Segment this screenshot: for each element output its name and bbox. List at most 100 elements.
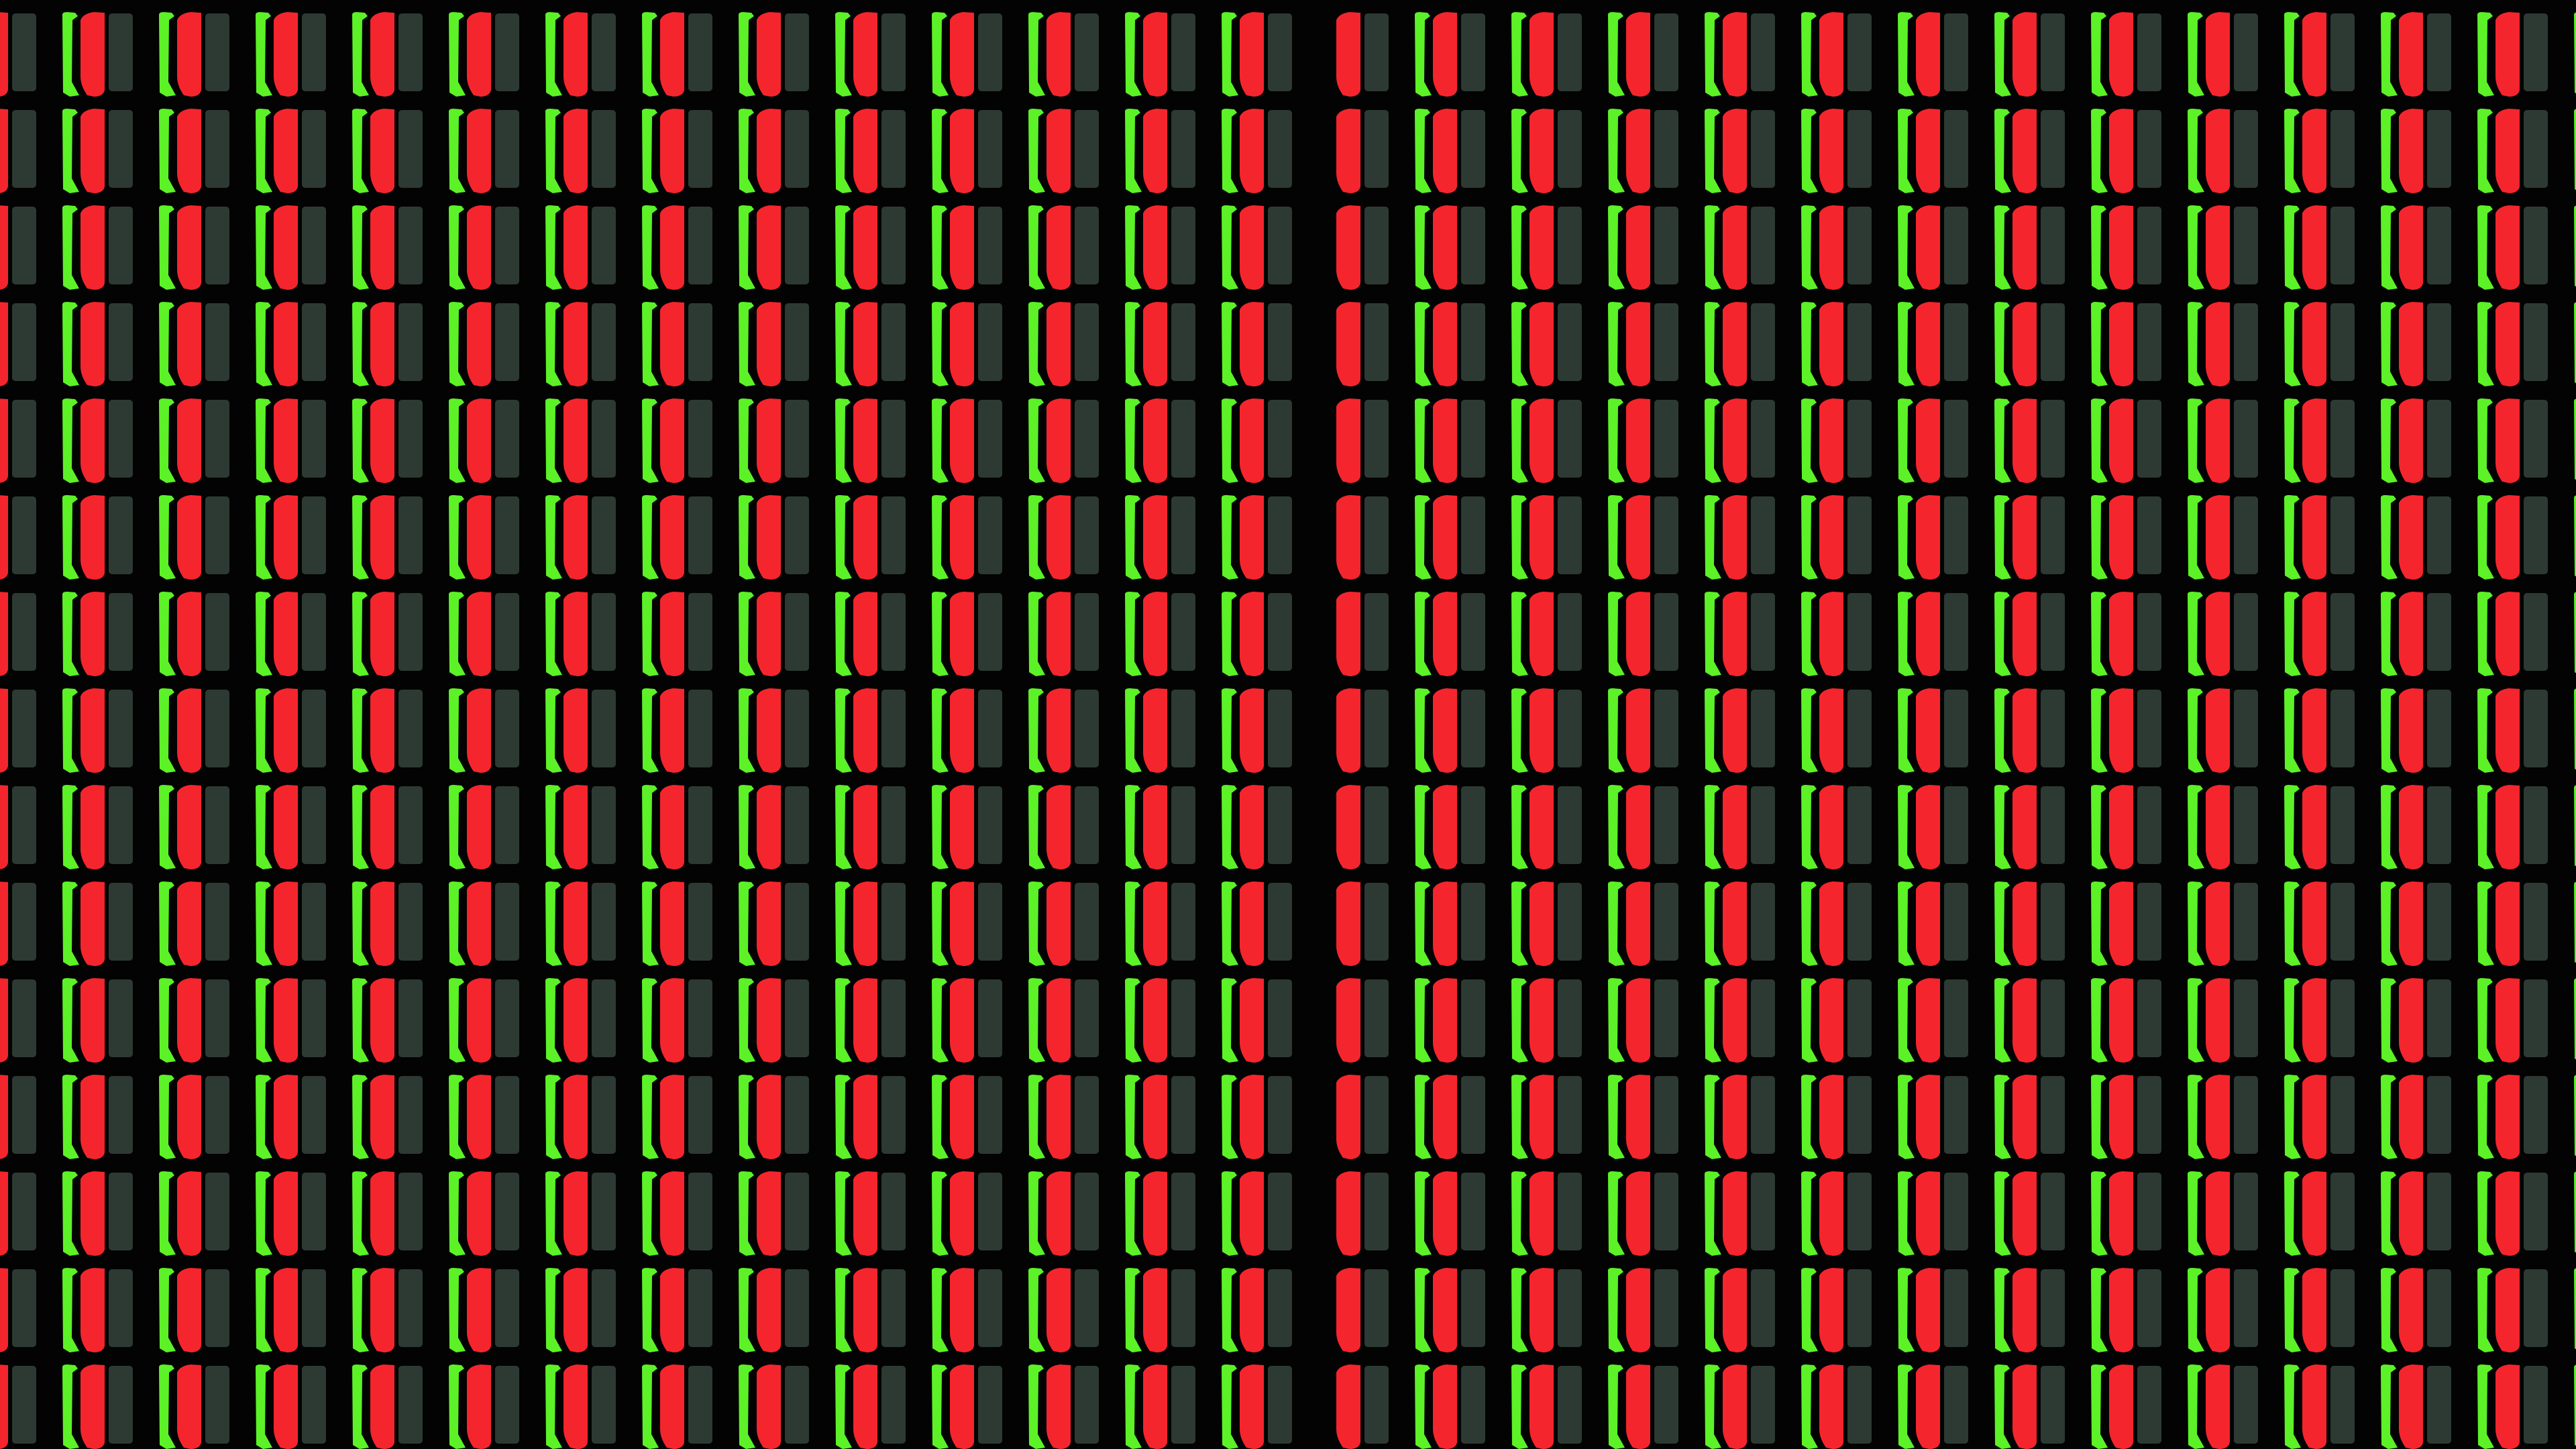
green-subpixel: [256, 12, 272, 97]
blue-subpixel-off: [2137, 1173, 2161, 1250]
red-subpixel: [2012, 302, 2037, 386]
red-subpixel: [757, 881, 781, 966]
blue-subpixel-off: [688, 400, 712, 478]
red-subpixel: [2302, 205, 2326, 290]
red-subpixel: [1046, 1364, 1071, 1449]
green-subpixel: [2381, 881, 2398, 966]
blue-subpixel-off: [1268, 496, 1292, 574]
green-subpixel: [256, 398, 272, 483]
red-subpixel: [80, 978, 105, 1063]
green-subpixel: [1608, 688, 1625, 773]
red-subpixel: [80, 785, 105, 869]
red-subpixel: [1240, 785, 1264, 869]
blue-subpixel-off: [1654, 690, 1678, 767]
blue-subpixel-off: [398, 593, 423, 671]
blue-subpixel-off: [1364, 1269, 1389, 1347]
blue-subpixel-off: [688, 1366, 712, 1444]
blue-subpixel-off: [12, 1269, 36, 1347]
green-subpixel: [352, 1171, 369, 1256]
blue-subpixel-off: [2137, 979, 2161, 1057]
red-subpixel: [1433, 785, 1457, 869]
red-subpixel: [757, 12, 781, 97]
blue-subpixel-off: [302, 593, 326, 671]
blue-subpixel-off: [2137, 1269, 2161, 1347]
blue-subpixel-off: [2524, 1173, 2548, 1250]
blue-subpixel-off: [2234, 690, 2258, 767]
red-subpixel: [274, 1364, 298, 1449]
green-subpixel: [1415, 1171, 1432, 1256]
green-subpixel: [1898, 592, 1915, 676]
red-subpixel: [950, 1364, 974, 1449]
blue-subpixel-off: [109, 13, 133, 91]
blue-subpixel-off: [302, 979, 326, 1057]
red-subpixel: [1723, 495, 1747, 580]
blue-subpixel-off: [1075, 13, 1099, 91]
green-subpixel: [739, 109, 755, 193]
green-subpixel: [1125, 302, 1142, 386]
green-subpixel: [256, 785, 272, 869]
blue-subpixel-off: [1171, 1173, 1195, 1250]
red-subpixel: [660, 592, 684, 676]
red-subpixel: [2206, 978, 2230, 1063]
blue-subpixel-off: [1364, 110, 1389, 188]
red-subpixel: [1819, 978, 1843, 1063]
blue-subpixel-off: [109, 979, 133, 1057]
green-subpixel: [739, 978, 755, 1063]
red-subpixel: [564, 205, 588, 290]
green-subpixel: [835, 1268, 852, 1352]
red-subpixel: [1143, 1171, 1167, 1256]
red-subpixel: [80, 688, 105, 773]
blue-subpixel-off: [2234, 496, 2258, 574]
green-subpixel: [449, 881, 466, 966]
green-subpixel: [1994, 1075, 2011, 1159]
red-subpixel: [1916, 1075, 1940, 1159]
blue-subpixel-off: [12, 400, 36, 478]
green-subpixel: [2381, 109, 2398, 193]
blue-subpixel-off: [2137, 13, 2161, 91]
red-subpixel: [2012, 785, 2037, 869]
red-subpixel: [1046, 592, 1071, 676]
green-subpixel: [2188, 785, 2204, 869]
blue-subpixel-off: [302, 1366, 326, 1444]
red-subpixel: [274, 592, 298, 676]
blue-subpixel-off: [688, 1173, 712, 1250]
green-subpixel: [1801, 1075, 1818, 1159]
blue-subpixel-off: [2234, 1269, 2258, 1347]
red-subpixel: [2012, 592, 2037, 676]
green-subpixel: [2091, 1075, 2108, 1159]
blue-subpixel-off: [2330, 593, 2355, 671]
blue-subpixel-off: [2234, 1366, 2258, 1444]
red-subpixel: [2012, 205, 2037, 290]
green-subpixel: [1415, 688, 1432, 773]
red-subpixel: [757, 495, 781, 580]
green-subpixel: [2477, 881, 2494, 966]
blue-subpixel-off: [302, 400, 326, 478]
red-subpixel: [1336, 688, 1360, 773]
green-subpixel: [835, 302, 852, 386]
blue-subpixel-off: [592, 690, 616, 767]
red-subpixel: [1626, 205, 1650, 290]
blue-subpixel-off: [398, 979, 423, 1057]
red-subpixel: [2496, 688, 2520, 773]
green-subpixel: [1125, 1268, 1142, 1352]
blue-subpixel-off: [1268, 593, 1292, 671]
blue-subpixel-off: [1268, 883, 1292, 961]
blue-subpixel-off: [12, 1366, 36, 1444]
red-subpixel: [2496, 302, 2520, 386]
green-subpixel: [545, 495, 562, 580]
blue-subpixel-off: [2524, 400, 2548, 478]
green-subpixel: [545, 881, 562, 966]
red-subpixel: [274, 398, 298, 483]
red-subpixel: [2206, 1171, 2230, 1256]
green-subpixel: [1028, 1364, 1045, 1449]
red-subpixel: [80, 1364, 105, 1449]
blue-subpixel-off: [1171, 593, 1195, 671]
green-subpixel: [1994, 592, 2011, 676]
blue-subpixel-off: [881, 1173, 906, 1250]
green-subpixel: [2381, 205, 2398, 290]
red-subpixel: [2496, 495, 2520, 580]
red-subpixel: [950, 205, 974, 290]
green-subpixel: [449, 1075, 466, 1159]
red-subpixel: [2109, 1268, 2133, 1352]
green-subpixel: [1511, 1364, 1528, 1449]
